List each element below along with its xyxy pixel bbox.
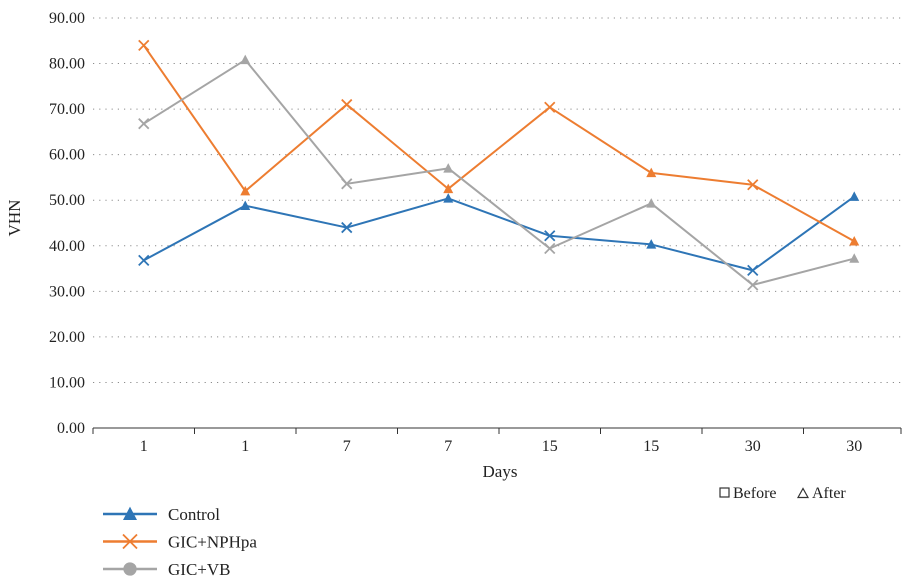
data-point-triangle — [646, 239, 657, 249]
data-point-triangle — [443, 193, 454, 203]
data-point-x — [122, 533, 138, 550]
data-point-x — [544, 230, 556, 242]
data-point-x — [341, 98, 353, 111]
legend-item: GIC+VB — [103, 560, 230, 578]
series-gic-vb — [138, 54, 860, 291]
data-point-triangle — [849, 253, 860, 263]
y-tick-label: 50.00 — [49, 192, 85, 209]
after-label: After — [812, 485, 846, 502]
x-tick-label: 15 — [542, 438, 558, 455]
data-point-triangle — [849, 191, 860, 201]
legend-item: Control — [103, 505, 220, 524]
x-tick-label: 1 — [140, 438, 148, 455]
y-tick-label: 30.00 — [49, 283, 85, 300]
legend-label: GIC+NPHpa — [168, 533, 257, 552]
data-point-triangle — [123, 506, 137, 520]
data-point-triangle — [646, 167, 657, 178]
y-tick-label: 20.00 — [49, 329, 85, 346]
legend-label: Control — [168, 505, 220, 524]
series-gic-nphpa — [138, 39, 860, 246]
data-point-x — [341, 178, 353, 190]
x-tick-label: 7 — [444, 438, 452, 455]
data-point-x — [544, 101, 556, 113]
x-tick-label: 7 — [343, 438, 351, 455]
x-tick-label: 1 — [241, 438, 249, 455]
y-tick-label: 40.00 — [49, 238, 85, 255]
y-tick-label: 60.00 — [49, 147, 85, 164]
data-point-x — [747, 264, 759, 277]
data-point-x — [747, 179, 759, 191]
data-point-circle — [123, 562, 137, 576]
y-tick-label: 80.00 — [49, 56, 85, 73]
data-point-triangle — [443, 183, 454, 194]
series-line — [142, 44, 855, 243]
x-tick-label: 15 — [643, 438, 659, 455]
data-point-x — [747, 279, 759, 291]
x-tick-label: 30 — [846, 438, 862, 455]
before-label: Before — [733, 485, 777, 502]
y-axis-tick-labels: 0.00 10.00 20.00 30.00 40.00 50.00 60.00 70.00 8… — [49, 10, 85, 437]
series-control — [138, 191, 860, 277]
data-point-triangle — [240, 185, 251, 196]
y-tick-label: 70.00 — [49, 101, 85, 118]
legend-item: GIC+NPHpa — [103, 533, 257, 552]
data-point-x — [544, 242, 556, 255]
x-axis-label: Days — [483, 462, 518, 481]
y-tick-label: 0.00 — [57, 420, 85, 437]
series-line — [143, 195, 855, 272]
series-lines — [138, 39, 860, 291]
after-triangle-icon — [796, 487, 810, 499]
before-square-icon — [719, 487, 730, 498]
x-axis-tick-labels: 1 1 7 7 15 15 30 30 — [92, 428, 902, 455]
data-point-triangle — [240, 54, 251, 65]
data-point-triangle — [646, 198, 657, 208]
data-point-x — [138, 39, 150, 51]
y-tick-label: 10.00 — [49, 374, 85, 391]
x-tick-label: 30 — [745, 438, 761, 455]
before-after-note: Before After — [719, 485, 846, 502]
data-point-triangle — [240, 200, 251, 210]
gridlines — [93, 17, 901, 383]
legend: Control GIC+NPHpa GIC+VB — [103, 505, 257, 578]
data-point-triangle — [849, 235, 860, 246]
legend-label: GIC+VB — [168, 560, 230, 578]
series-line — [143, 58, 855, 286]
data-point-triangle — [443, 163, 454, 173]
y-tick-label: 90.00 — [49, 10, 85, 27]
data-point-x — [138, 118, 150, 130]
data-point-x — [341, 221, 353, 234]
y-axis-label: VHN — [5, 200, 24, 237]
data-point-x — [138, 254, 150, 266]
